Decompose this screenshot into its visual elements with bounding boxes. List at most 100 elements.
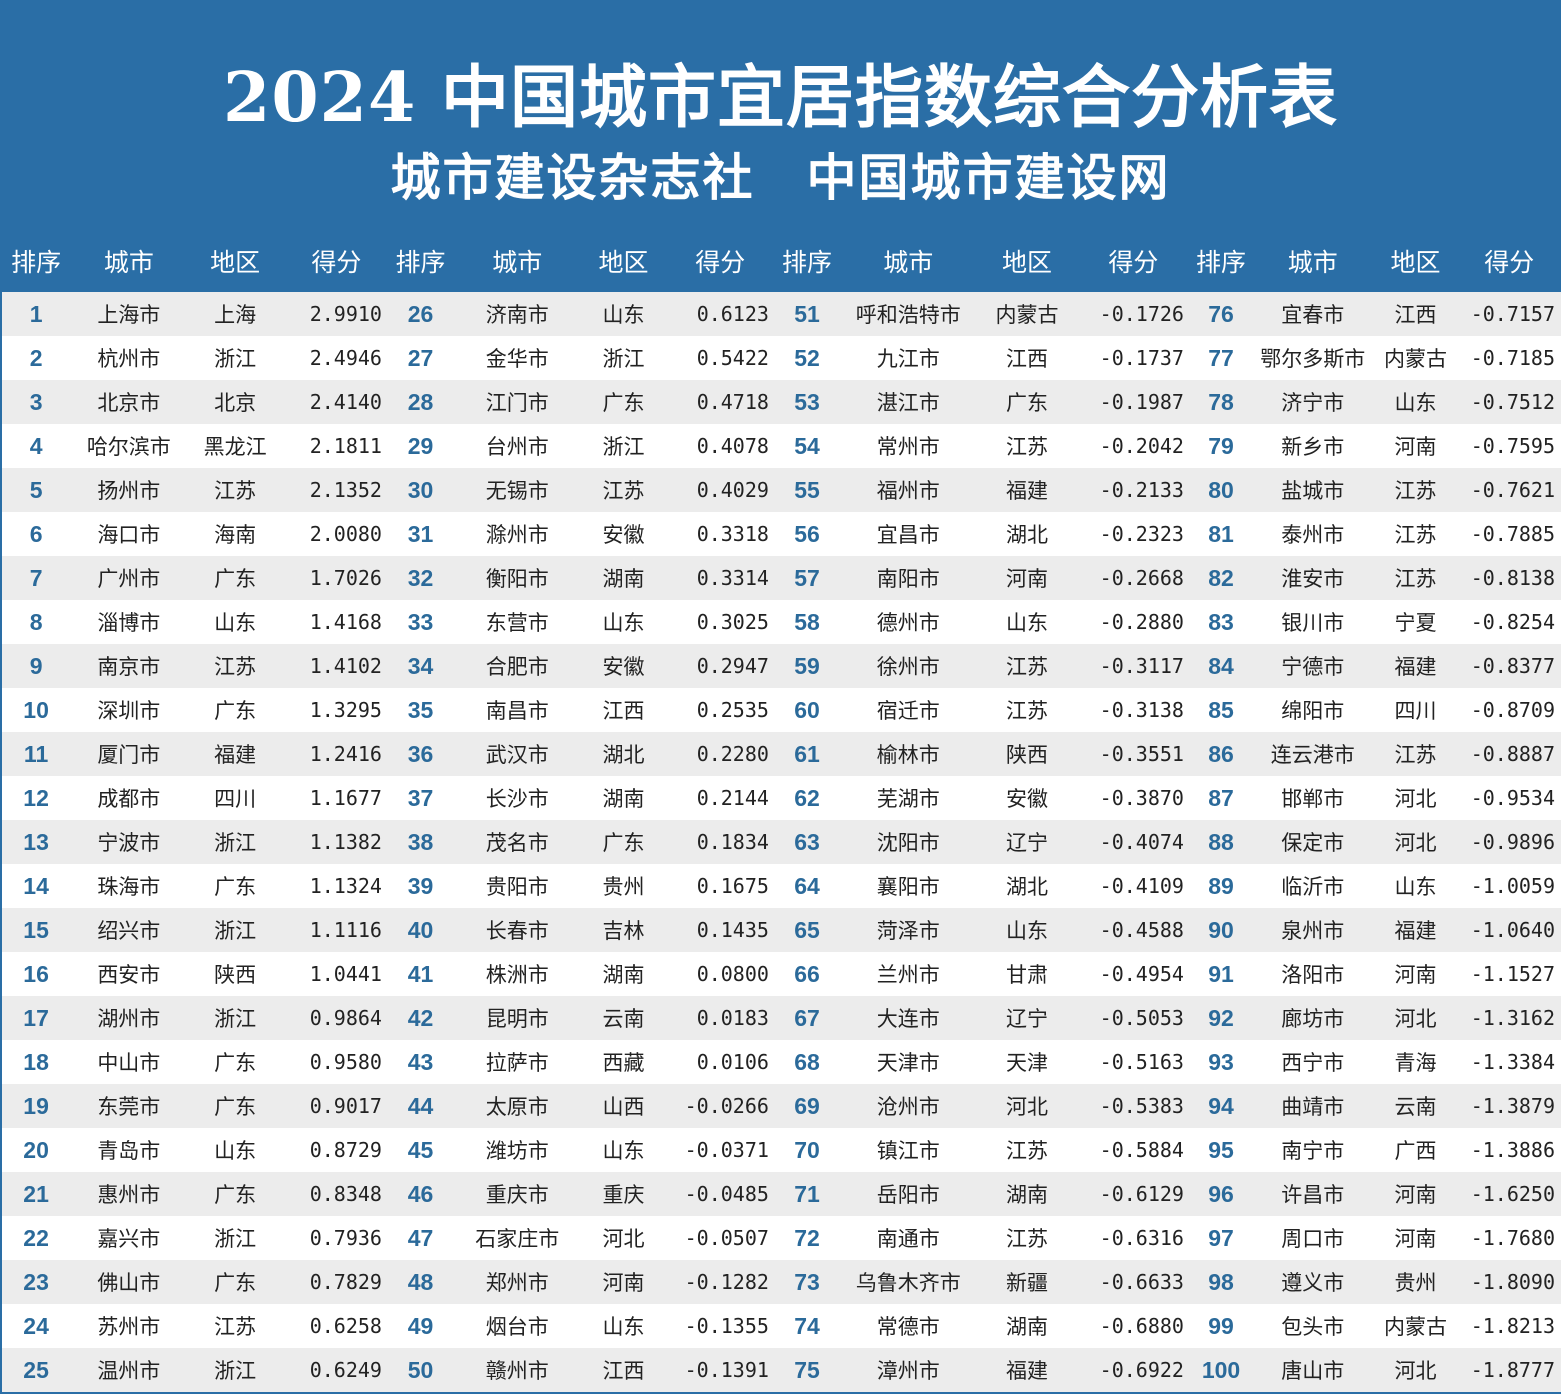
cell-region: 黑龙江 bbox=[203, 435, 267, 459]
cell-score: 0.7936 bbox=[309, 1226, 382, 1250]
cell-rank: 99 bbox=[1208, 1312, 1234, 1339]
table-row: 18 中山市 广东 0.9580 43 拉萨市 西藏 0.0106 68 天津市 天津 -0.5163… bbox=[2, 1040, 1561, 1084]
cell-city: 漳州市 bbox=[876, 1359, 940, 1383]
cell-score: -0.4954 bbox=[1099, 962, 1184, 986]
cell-rank: 77 bbox=[1208, 344, 1234, 371]
cell-city: 成都市 bbox=[97, 787, 161, 811]
cell-city: 湛江市 bbox=[876, 391, 940, 415]
cell-rank: 80 bbox=[1208, 476, 1234, 503]
cell-rank: 73 bbox=[794, 1268, 820, 1295]
cell-rank: 38 bbox=[407, 828, 434, 855]
cell-rank: 69 bbox=[794, 1092, 820, 1119]
cell-region: 内蒙古 bbox=[1384, 1315, 1448, 1339]
cell-rank: 23 bbox=[23, 1268, 49, 1295]
cell-city: 杭州市 bbox=[97, 347, 161, 371]
column-header-city: 城市 bbox=[883, 248, 934, 277]
cell-region: 广西 bbox=[1394, 1139, 1437, 1163]
cell-score: 0.8348 bbox=[309, 1182, 382, 1206]
cell-city: 潍坊市 bbox=[485, 1139, 549, 1163]
cell-score: 0.6123 bbox=[696, 302, 769, 326]
cell-region: 安徽 bbox=[602, 523, 645, 547]
cell-rank: 62 bbox=[794, 784, 820, 811]
cell-region: 西藏 bbox=[602, 1051, 645, 1075]
cell-region: 四川 bbox=[1394, 699, 1437, 723]
cell-region: 海南 bbox=[214, 523, 257, 547]
cell-rank: 12 bbox=[23, 784, 49, 811]
cell-score: -1.3879 bbox=[1470, 1094, 1555, 1118]
cell-region: 广东 bbox=[214, 1271, 257, 1295]
cell-city: 茂名市 bbox=[485, 831, 549, 855]
cell-score: 0.4029 bbox=[696, 478, 769, 502]
cell-score: 0.0183 bbox=[696, 1006, 769, 1030]
cell-score: 2.0080 bbox=[309, 522, 382, 546]
cell-region: 新疆 bbox=[1006, 1271, 1049, 1295]
cell-region: 山东 bbox=[602, 303, 645, 327]
cell-rank: 60 bbox=[794, 696, 820, 723]
cell-city: 北京市 bbox=[97, 391, 161, 415]
cell-region: 广东 bbox=[1006, 391, 1049, 415]
cell-score: -0.2133 bbox=[1099, 478, 1184, 502]
cell-score: -1.3384 bbox=[1470, 1050, 1555, 1074]
cell-rank: 63 bbox=[794, 828, 820, 855]
cell-score: 2.1811 bbox=[309, 434, 382, 458]
cell-score: -0.6129 bbox=[1099, 1182, 1184, 1206]
table-row: 6 海口市 海南 2.0080 31 滁州市 安徽 0.3318 56 宜昌市 湖北 -0.2323 8… bbox=[2, 512, 1561, 556]
cell-rank: 6 bbox=[29, 520, 43, 547]
cell-city: 哈尔滨市 bbox=[86, 435, 171, 459]
cell-rank: 74 bbox=[794, 1312, 820, 1339]
cell-city: 昆明市 bbox=[485, 1007, 549, 1031]
table-row: 21 惠州市 广东 0.8348 46 重庆市 重庆 -0.0485 71 岳阳市 湖南 -0.612… bbox=[2, 1172, 1561, 1216]
cell-region: 广东 bbox=[602, 391, 645, 415]
cell-region: 安徽 bbox=[602, 655, 645, 679]
cell-score: -0.3551 bbox=[1099, 742, 1184, 766]
cell-region: 云南 bbox=[1394, 1095, 1437, 1119]
table-row: 8 淄博市 山东 1.4168 33 东营市 山东 0.3025 58 德州市 山东 -0.2880 8… bbox=[2, 600, 1561, 644]
cell-rank: 34 bbox=[407, 652, 434, 679]
table-header-row: 排序 城市 地区 得分 排序 城市 地区 得分 排序 城市 地区 得分 排序 城市 地区 得分 bbox=[2, 230, 1561, 292]
cell-rank: 31 bbox=[407, 520, 434, 547]
cell-rank: 86 bbox=[1208, 740, 1234, 767]
cell-score: -0.0266 bbox=[684, 1094, 769, 1118]
cell-rank: 41 bbox=[407, 960, 434, 987]
cell-city: 常德市 bbox=[876, 1315, 940, 1339]
cell-city: 连云港市 bbox=[1270, 743, 1355, 767]
cell-region: 福建 bbox=[214, 743, 257, 767]
table-row: 7 广州市 广东 1.7026 32 衡阳市 湖南 0.3314 57 南阳市 河南 -0.2668 8… bbox=[2, 556, 1561, 600]
cell-city: 太原市 bbox=[485, 1095, 549, 1119]
cell-score: -0.7621 bbox=[1470, 478, 1555, 502]
cell-score: 0.2280 bbox=[696, 742, 769, 766]
cell-score: 0.7829 bbox=[309, 1270, 382, 1294]
table-row: 4 哈尔滨市 黑龙江 2.1811 29 台州市 浙江 0.4078 54 常州市 江苏 -0.204… bbox=[2, 424, 1561, 468]
cell-region: 江苏 bbox=[1006, 699, 1049, 723]
cell-city: 合肥市 bbox=[485, 655, 549, 679]
cell-region: 江苏 bbox=[214, 1315, 257, 1339]
cell-score: 0.4718 bbox=[696, 390, 769, 414]
column-header-region: 地区 bbox=[1390, 248, 1441, 277]
cell-city: 临沂市 bbox=[1281, 875, 1345, 899]
cell-region: 福建 bbox=[1006, 1359, 1049, 1383]
cell-rank: 49 bbox=[407, 1312, 434, 1339]
cell-region: 河南 bbox=[1394, 1227, 1437, 1251]
cell-score: 1.1324 bbox=[309, 874, 382, 898]
cell-score: -0.4074 bbox=[1099, 830, 1184, 854]
column-header-region: 地区 bbox=[210, 248, 261, 277]
cell-score: -1.8777 bbox=[1470, 1358, 1555, 1382]
table-row: 17 湖州市 浙江 0.9864 42 昆明市 云南 0.0183 67 大连市 辽宁 -0.5053… bbox=[2, 996, 1561, 1040]
cell-region: 江苏 bbox=[1006, 435, 1049, 459]
cell-rank: 79 bbox=[1208, 432, 1234, 459]
cell-region: 浙江 bbox=[602, 347, 645, 371]
cell-city: 唐山市 bbox=[1281, 1359, 1345, 1383]
cell-region: 广东 bbox=[214, 875, 257, 899]
cell-region: 山东 bbox=[602, 611, 645, 635]
cell-rank: 44 bbox=[407, 1092, 434, 1119]
cell-rank: 98 bbox=[1208, 1268, 1234, 1295]
cell-rank: 89 bbox=[1208, 872, 1234, 899]
table-row: 20 青岛市 山东 0.8729 45 潍坊市 山东 -0.0371 70 镇江市 江苏 -0.588… bbox=[2, 1128, 1561, 1172]
cell-region: 山东 bbox=[1394, 875, 1437, 899]
cell-region: 浙江 bbox=[214, 831, 257, 855]
cell-score: -0.2880 bbox=[1099, 610, 1184, 634]
cell-city: 宿迁市 bbox=[876, 699, 940, 723]
cell-rank: 59 bbox=[794, 652, 820, 679]
table-row: 19 东莞市 广东 0.9017 44 太原市 山西 -0.0266 69 沧州市 河北 -0.538… bbox=[2, 1084, 1561, 1128]
cell-rank: 1 bbox=[29, 300, 43, 327]
